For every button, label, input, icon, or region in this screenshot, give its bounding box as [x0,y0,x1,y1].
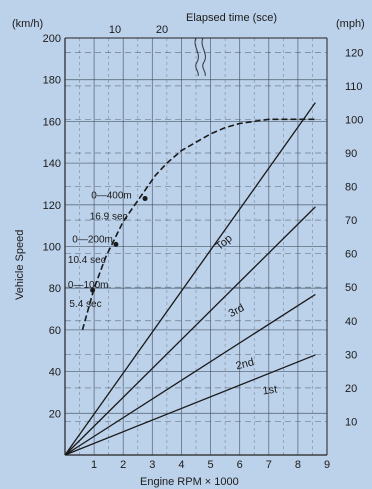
y-tick-label-kmh: 100 [43,242,61,254]
x-tick-label: 5 [207,459,213,471]
x-tick-label: 6 [237,459,243,471]
series-line-1st [64,354,316,456]
annotation-label: 5.4 sec [69,299,101,310]
top-axis-label: Elapsed time (sce) [186,12,277,24]
x-tick-label: 8 [295,459,301,471]
grid-layer [64,37,328,456]
y-tick-label-mph: 110 [345,81,363,93]
series-line-acceleration [81,118,316,331]
annotation-label: 16.9 sec [90,211,128,222]
series-label: 1st [262,384,278,398]
y-tick-label-kmh: 20 [49,408,61,420]
top-tick-label: 20 [156,24,168,36]
y-tick-label-kmh: 80 [49,283,61,295]
distance-marker [142,196,148,202]
y-tick-label-mph: 60 [345,249,357,261]
y-tick-label-kmh: 140 [43,158,61,170]
y-tick-label-mph: 120 [345,47,363,59]
series-line-2nd [64,293,316,456]
series-label: 2nd [235,356,256,372]
y-tick-label-mph: 80 [345,182,357,194]
annotation-label: 10.4 sec [68,255,106,266]
series-label: 3rd [227,302,247,320]
x-tick-label: 2 [120,459,126,471]
annotation-label: 0—100m [68,280,109,291]
series-layer [64,102,316,456]
y-tick-label-mph: 20 [345,383,357,395]
unit-right-label: (mph) [336,18,365,30]
axis-break-icon-2 [201,37,206,77]
y-tick-label-kmh: 180 [43,75,61,87]
series-line-top [64,102,316,456]
x-tick-label: 1 [91,459,97,471]
y-tick-label-kmh: 40 [49,367,61,379]
y-tick-label-mph: 10 [345,416,357,428]
x-tick-label: 4 [178,459,184,471]
y-tick-label-mph: 30 [345,349,357,361]
distance-marker [90,287,96,293]
y-tick-label-mph: 100 [345,114,363,126]
annotation-label: 0—400m [91,191,132,202]
series-label: Top [214,232,235,253]
axis-break-icon [194,37,199,77]
distance-marker [113,241,119,247]
labels-layer: 1 2 3 4 5 6 7 8 9 20 40 60 80 100 120 140 160 180 200 10 20 3… [43,24,364,471]
y-tick-label-mph: 90 [345,148,357,160]
x-tick-label: 7 [266,459,272,471]
y-axis-label: Vehicle Speed [14,230,26,300]
y-tick-label-kmh: 160 [43,116,61,128]
y-tick-label-kmh: 120 [43,200,61,212]
unit-left-label: (km/h) [12,18,43,30]
annotation-label: 0—200m [72,234,113,245]
y-tick-label-kmh: 200 [43,33,61,45]
x-tick-label: 3 [149,459,155,471]
x-tick-label: 9 [324,459,330,471]
x-axis-label: Engine RPM × 1000 [140,476,239,488]
top-tick-label: 10 [109,24,121,36]
series-line-3rd [64,206,316,456]
y-tick-label-mph: 50 [345,282,357,294]
y-tick-label-kmh: 60 [49,325,61,337]
y-tick-label-mph: 70 [345,215,357,227]
y-tick-label-mph: 40 [345,316,357,328]
